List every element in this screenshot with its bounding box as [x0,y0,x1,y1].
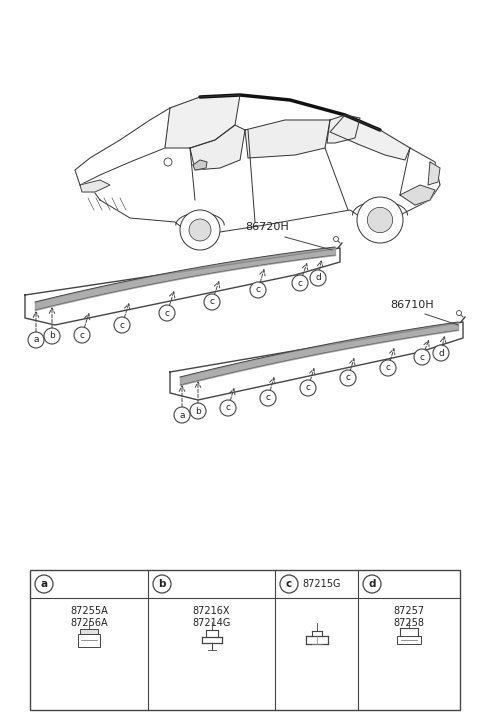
Text: c: c [120,320,124,330]
Polygon shape [170,322,463,400]
Bar [78,634,100,647]
Text: c: c [255,286,261,294]
Text: a: a [40,579,48,589]
Circle shape [28,332,44,348]
Polygon shape [80,180,110,192]
Text: 87216X: 87216X [193,606,230,616]
Text: a: a [33,336,39,344]
Polygon shape [400,148,440,205]
Text: 86720H: 86720H [245,222,289,232]
Polygon shape [330,115,410,160]
Circle shape [367,207,393,233]
Circle shape [164,158,172,166]
Text: c: c [305,384,311,392]
Circle shape [35,575,53,593]
Circle shape [280,575,298,593]
Text: 87256A: 87256A [70,618,108,628]
Text: c: c [298,279,302,287]
Text: d: d [368,579,376,589]
Polygon shape [327,115,360,143]
Circle shape [159,305,175,321]
Circle shape [74,327,90,343]
Polygon shape [400,185,435,205]
Circle shape [310,270,326,286]
Circle shape [204,294,220,310]
Text: b: b [195,407,201,415]
Circle shape [220,400,236,416]
Circle shape [334,236,338,241]
Polygon shape [190,125,245,170]
Text: c: c [385,364,391,372]
Text: 87215G: 87215G [302,579,340,589]
Circle shape [292,275,308,291]
Polygon shape [75,95,440,232]
Text: a: a [179,410,185,420]
Circle shape [433,345,449,361]
Text: 87255A: 87255A [70,606,108,616]
Polygon shape [25,248,340,325]
Text: 87258: 87258 [394,618,424,628]
Text: c: c [209,297,215,307]
Text: c: c [286,579,292,589]
Text: d: d [315,274,321,282]
Text: c: c [346,374,350,382]
Circle shape [180,210,220,250]
Polygon shape [75,108,170,185]
Text: c: c [420,353,424,361]
Circle shape [380,360,396,376]
Circle shape [340,370,356,386]
Text: 86710H: 86710H [390,300,433,310]
Bar [80,629,98,634]
Circle shape [300,380,316,396]
Bar [397,636,421,644]
Circle shape [363,575,381,593]
Polygon shape [193,160,207,170]
Circle shape [189,219,211,241]
Text: d: d [438,348,444,358]
Text: 87257: 87257 [394,606,425,616]
Circle shape [153,575,171,593]
Text: c: c [80,330,84,340]
Circle shape [456,310,461,315]
Circle shape [250,282,266,298]
Text: c: c [226,403,230,413]
Polygon shape [428,162,440,185]
Bar [30,570,460,710]
Circle shape [114,317,130,333]
Text: b: b [158,579,166,589]
Circle shape [44,328,60,344]
Text: c: c [265,394,271,402]
Circle shape [190,403,206,419]
Polygon shape [245,120,330,158]
Circle shape [357,197,403,243]
Text: c: c [165,308,169,318]
Text: b: b [49,331,55,341]
Text: 87214G: 87214G [192,618,231,628]
Circle shape [260,390,276,406]
Circle shape [174,407,190,423]
Polygon shape [165,95,240,148]
Circle shape [414,349,430,365]
